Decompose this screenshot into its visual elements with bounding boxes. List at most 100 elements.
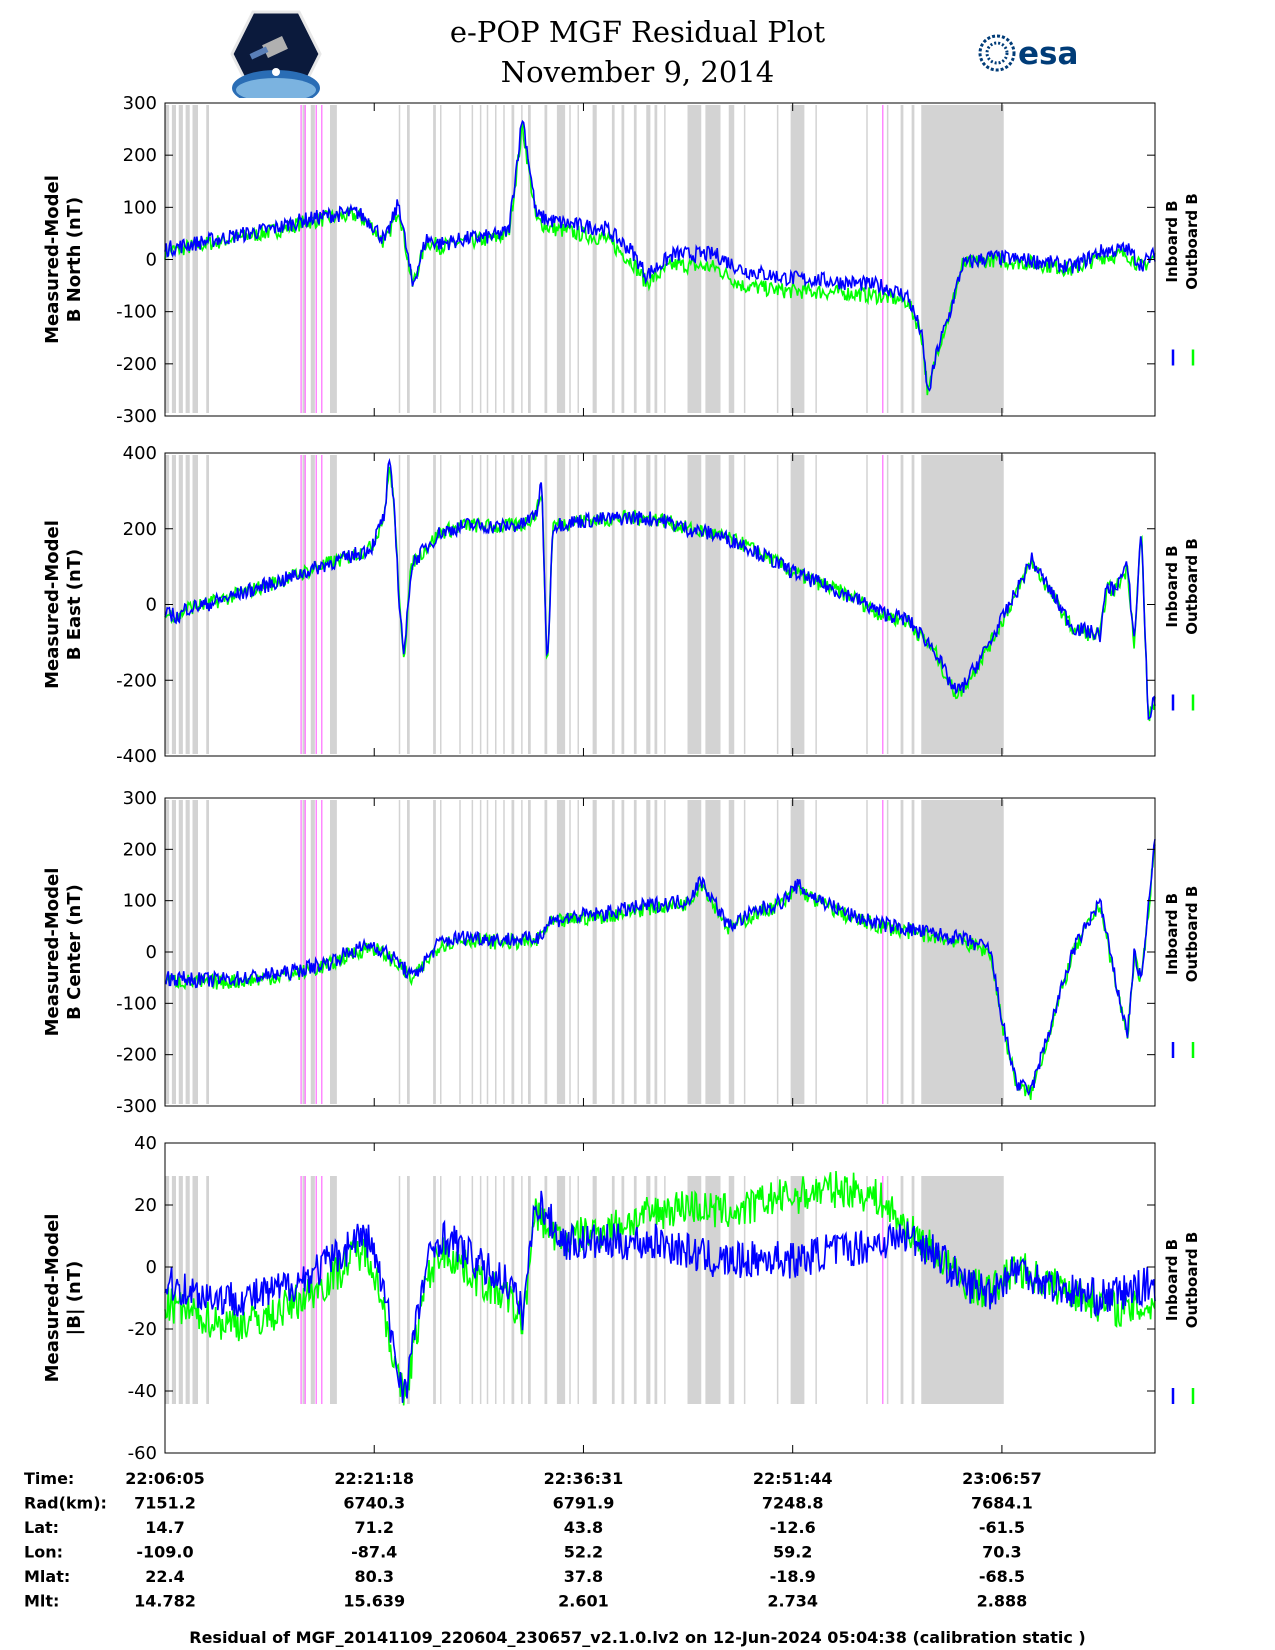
data-gap-region — [310, 800, 315, 1104]
data-gap-region — [206, 105, 209, 413]
data-gap-region — [776, 105, 779, 413]
data-gap-region — [646, 1176, 651, 1404]
data-gap-region — [495, 455, 497, 754]
y-tick-label: -400 — [116, 746, 157, 767]
info-cell: 2.601 — [558, 1592, 609, 1611]
data-gap-region — [171, 1176, 176, 1404]
data-gap-region — [664, 105, 666, 413]
data-gap-region — [866, 1176, 868, 1404]
data-gap-region — [728, 455, 735, 754]
data-gap-region — [569, 800, 571, 1104]
data-gap-region — [921, 455, 1004, 754]
data-gap-region — [654, 800, 658, 1104]
series-line-inboard — [164, 119, 1156, 392]
data-gap-region — [743, 455, 746, 754]
y-tick-label: 300 — [123, 93, 157, 114]
data-gap-region — [743, 800, 746, 1104]
info-row-title: Lat: — [24, 1518, 59, 1537]
panel-frame — [164, 1142, 1156, 1454]
y-axis-label: B Center (nT) — [64, 884, 85, 1020]
info-cell: 15.639 — [343, 1592, 405, 1611]
data-gap-region — [528, 1176, 531, 1404]
info-cell: 80.3 — [354, 1567, 393, 1586]
esa-logo-text: esa — [1018, 36, 1078, 72]
series-line-inboard — [164, 839, 1156, 1096]
data-gap-region — [900, 800, 904, 1104]
data-gap-region — [776, 800, 779, 1104]
y-tick-label: 400 — [123, 443, 157, 464]
data-gap-region — [646, 800, 651, 1104]
data-gap-region — [433, 105, 436, 413]
data-gap-region — [398, 1176, 401, 1404]
info-cell: 22:21:18 — [334, 1469, 414, 1488]
data-gap-region — [544, 1176, 548, 1404]
legend-inboard-label: Inboard B — [1163, 200, 1181, 282]
data-gap-region — [302, 105, 306, 413]
data-gap-region — [900, 455, 904, 754]
data-gap-region — [743, 105, 746, 413]
data-gap-region — [479, 800, 482, 1104]
panel-2: -400 -200 0 200 400 Measured-Model B East (nT)… — [42, 443, 1201, 767]
data-gap-region — [611, 455, 615, 754]
info-cell: 37.8 — [564, 1567, 603, 1586]
data-gap-region — [900, 1176, 904, 1404]
info-row-title: Mlat: — [24, 1567, 70, 1586]
data-gap-region — [486, 455, 489, 754]
data-gap-region — [633, 1176, 637, 1404]
y-axis-label: Measured-Model — [42, 520, 63, 689]
data-gap-region — [495, 105, 497, 413]
series-line-inboard — [164, 1190, 1156, 1403]
data-gap-region — [471, 800, 474, 1104]
data-gap-region — [178, 105, 183, 413]
data-gap-region — [310, 105, 315, 413]
data-gap-region — [528, 800, 531, 1104]
panel-1: -300 -200 -100 0 100 200 300 Measured-Model B No… — [42, 93, 1201, 427]
data-gap-region — [664, 1176, 666, 1404]
data-gap-region — [911, 800, 915, 1104]
y-tick-label: 20 — [134, 1195, 157, 1216]
y-tick-label: -60 — [128, 1443, 157, 1464]
panel-3: -300 -200 -100 0 100 200 300 Measured-Model B Ce… — [42, 788, 1201, 1117]
data-gap-region — [503, 800, 505, 1104]
data-gap-region — [886, 455, 889, 754]
data-gap-region — [556, 800, 566, 1104]
data-gap-region — [330, 800, 337, 1104]
data-gap-region — [521, 455, 523, 754]
data-gap-region — [398, 800, 401, 1104]
info-cell: 6740.3 — [343, 1494, 405, 1513]
data-gap-region — [556, 1176, 566, 1404]
data-gap-region — [577, 1176, 579, 1404]
y-tick-label: 0 — [146, 250, 157, 271]
legend-outboard-label: Outboard B — [1183, 538, 1201, 635]
series-line-outboard — [164, 1170, 1156, 1406]
data-gap-region — [611, 800, 615, 1104]
data-gap-region — [544, 800, 548, 1104]
data-gap-region — [479, 105, 482, 413]
data-gap-region — [611, 1176, 615, 1404]
data-gap-region — [921, 800, 1004, 1104]
legend-inboard-label: Inboard B — [1163, 1239, 1181, 1321]
data-gap-region — [815, 105, 817, 413]
y-tick-label: -40 — [128, 1381, 157, 1402]
data-gap-region — [471, 1176, 474, 1404]
data-gap-region — [192, 105, 198, 413]
series-line-outboard — [164, 123, 1156, 396]
data-gap-region — [728, 800, 735, 1104]
series-line-outboard — [164, 466, 1156, 722]
data-gap-region — [569, 455, 571, 754]
data-gap-region — [687, 1176, 702, 1404]
data-gap-region — [192, 800, 198, 1104]
data-gap-region — [815, 455, 817, 754]
data-gap-region — [459, 1176, 461, 1404]
data-gap-region — [633, 455, 637, 754]
data-gap-region — [503, 105, 505, 413]
data-gap-region — [495, 800, 497, 1104]
data-gap-region — [654, 1176, 658, 1404]
data-gap-region — [592, 1176, 597, 1404]
info-cell: -12.6 — [770, 1518, 816, 1537]
data-gap-region — [310, 455, 315, 754]
info-cell: 7248.8 — [762, 1494, 824, 1513]
data-gap-region — [511, 800, 515, 1104]
legend-outboard-label: Outboard B — [1183, 886, 1201, 983]
